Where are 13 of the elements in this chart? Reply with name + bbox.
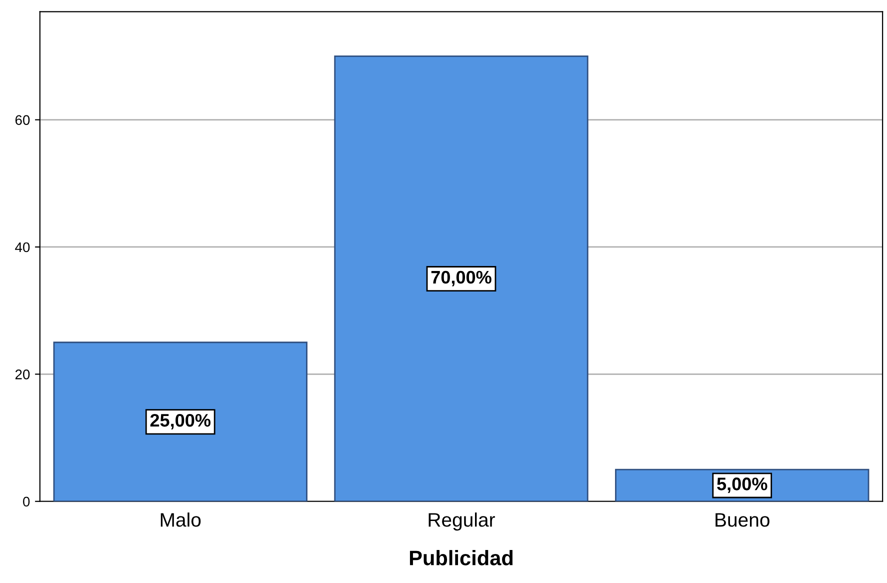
bar (53, 342, 308, 502)
y-tick-label: 40 (15, 242, 30, 252)
y-tick-label: 0 (23, 496, 30, 507)
y-tick-label: 20 (15, 370, 30, 380)
y-tick-label: 60 (15, 115, 30, 125)
x-tick-label: Bueno (716, 513, 770, 527)
bar (334, 55, 588, 502)
data-label: 70,00% (431, 270, 492, 286)
x-tick-label: Regular (428, 512, 495, 531)
x-axis-title: Publicidad (410, 550, 513, 566)
data-label: 25,00% (150, 414, 210, 430)
x-tick-label: Malo (160, 512, 201, 527)
data-label: 5,00% (717, 478, 768, 493)
